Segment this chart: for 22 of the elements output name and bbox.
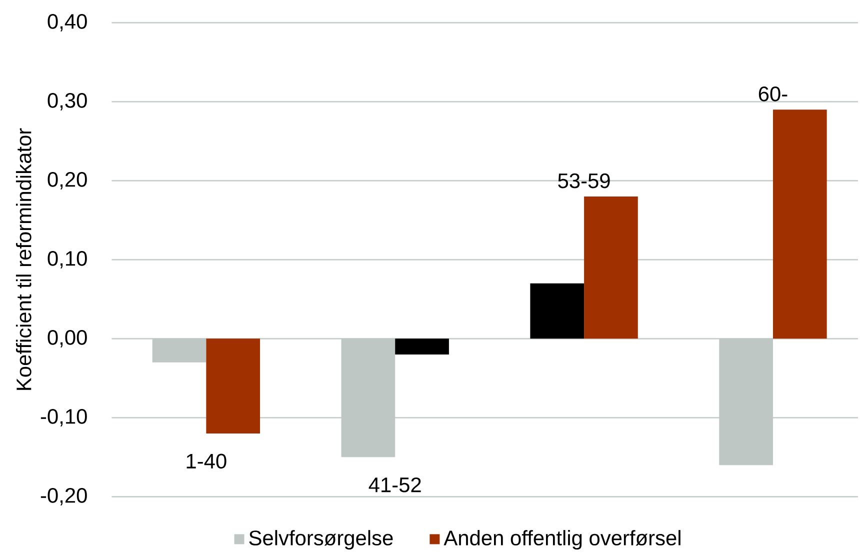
- bar: [584, 196, 638, 339]
- y-tick-label: 0,10: [48, 251, 87, 268]
- bar: [530, 283, 584, 339]
- x-tick-label: 1-40: [186, 454, 226, 469]
- bar: [206, 338, 260, 434]
- bar: [341, 338, 396, 458]
- y-tick-label: 0,20: [48, 172, 87, 190]
- bar: [719, 338, 773, 466]
- x-tick-label: 60-: [758, 86, 788, 102]
- y-tick-label: 0,30: [48, 93, 87, 110]
- x-tick-label: 53-59: [558, 173, 610, 188]
- y-tick-label: 0,40: [48, 14, 87, 32]
- y-tick-label: -0,20: [40, 488, 87, 506]
- y-tick-label: -0,10: [40, 409, 87, 426]
- bar: [152, 338, 206, 362]
- legend-label: Anden offentlig overførsel: [444, 530, 680, 550]
- bar: [395, 338, 449, 354]
- y-tick-label: 0,00: [48, 330, 87, 348]
- y-axis-title: Koefficient til reformindikator: [16, 128, 32, 390]
- legend-label: Selvforsørgelse: [249, 530, 393, 550]
- x-tick-label: 41-52: [368, 477, 421, 492]
- bar: [772, 110, 827, 339]
